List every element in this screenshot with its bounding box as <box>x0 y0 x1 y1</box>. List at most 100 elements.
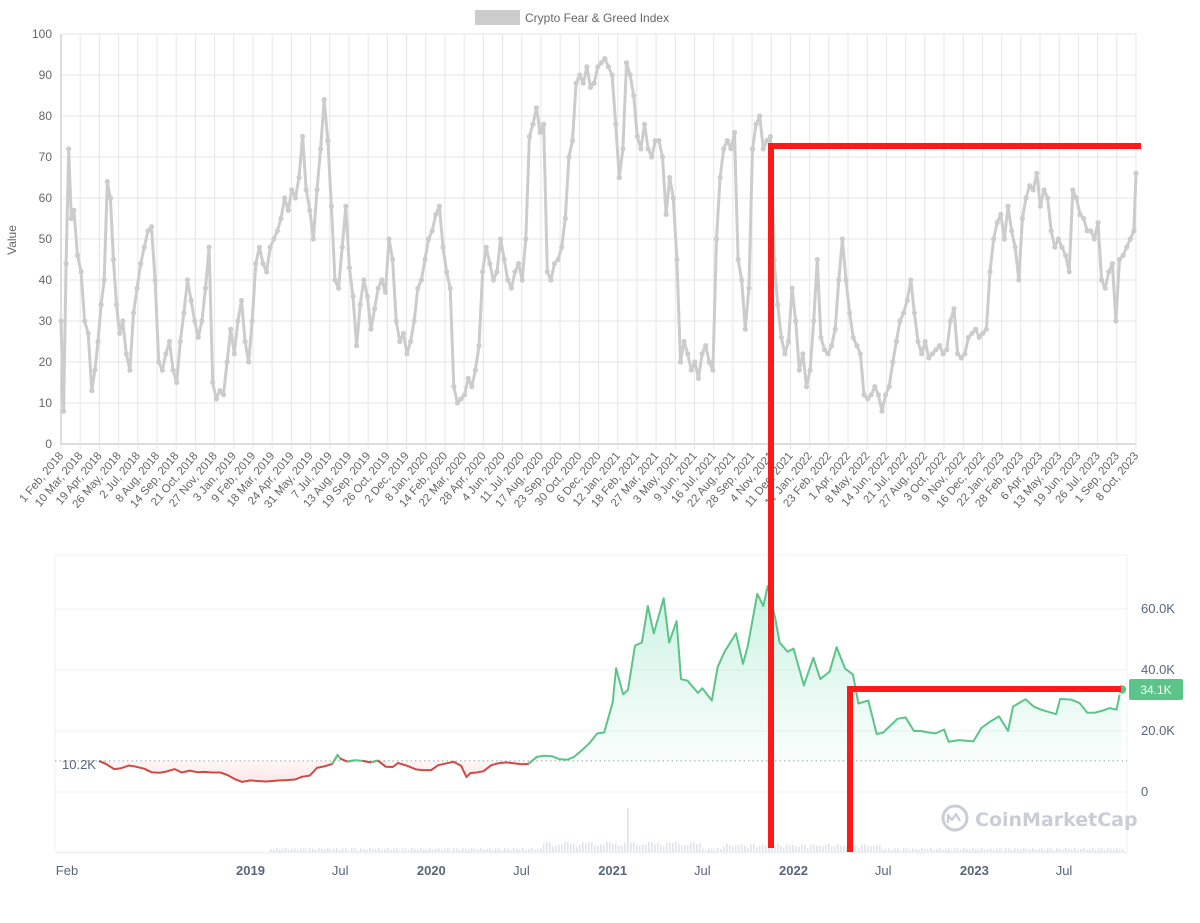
volume-bar <box>915 848 917 852</box>
current-price-badge[interactable]: 34.1K <box>1129 679 1183 700</box>
volume-bar <box>1005 848 1007 852</box>
volume-bar <box>765 845 767 852</box>
volume-bar <box>441 850 443 852</box>
fear-greed-point <box>944 347 950 353</box>
fear-greed-point <box>429 228 435 234</box>
btc-x-tick-label: Jul <box>332 863 349 878</box>
volume-bar <box>585 843 587 852</box>
fear-greed-point <box>321 97 327 103</box>
fear-greed-point <box>195 334 201 340</box>
volume-bar <box>285 848 287 852</box>
fear-greed-point <box>300 133 306 140</box>
volume-bar <box>1026 849 1028 852</box>
fear-greed-point <box>735 256 741 263</box>
fear-greed-point <box>573 80 579 86</box>
fear-greed-point <box>1037 203 1043 209</box>
volume-bar <box>951 850 953 852</box>
volume-bar <box>909 850 911 852</box>
volume-bar <box>630 842 632 852</box>
fear-greed-point <box>379 277 385 283</box>
volume-bar <box>999 848 1001 852</box>
fear-greed-point <box>562 215 568 222</box>
fear-greed-point <box>854 343 860 349</box>
fear-greed-point <box>408 338 414 345</box>
volume-bar <box>303 848 305 852</box>
fear-greed-point <box>490 277 496 283</box>
fear-greed-point <box>138 261 144 267</box>
fear-greed-point <box>775 302 781 308</box>
volume-bar <box>1119 848 1121 852</box>
fear-greed-point <box>494 269 500 275</box>
volume-bar <box>432 849 434 852</box>
fear-greed-point <box>433 211 439 217</box>
fear-greed-point <box>397 338 403 345</box>
fear-greed-point <box>386 236 392 242</box>
volume-bar <box>351 848 353 852</box>
volume-bar <box>549 842 551 852</box>
volume-bar <box>927 849 929 852</box>
volume-bar <box>918 849 920 852</box>
fear-greed-point <box>390 256 396 263</box>
volume-bar <box>381 849 383 852</box>
fear-greed-point <box>58 318 64 324</box>
volume-bar <box>894 848 896 852</box>
volume-bar <box>501 850 503 852</box>
fear-greed-y-ticks: 0 10 20 30 40 50 60 70 80 90 100 <box>32 27 52 451</box>
fear-greed-point <box>814 256 820 263</box>
fear-greed-point <box>764 138 770 144</box>
volume-bar <box>756 847 758 852</box>
volume-bar <box>525 849 527 852</box>
fear-greed-point <box>839 236 846 242</box>
volume-bar <box>654 844 656 852</box>
fear-greed-point <box>1019 215 1025 222</box>
volume-bar <box>1038 848 1040 852</box>
volume-bar <box>282 848 284 852</box>
fear-greed-point <box>98 302 104 308</box>
btc-x-ticks: Feb 2019 Jul 2020 Jul 2021 Jul 2022 Jul 2023 Jul <box>56 863 1073 878</box>
volume-bar <box>1068 848 1070 852</box>
fear-greed-point <box>541 121 547 127</box>
fear-greed-point <box>170 367 176 373</box>
volume-bar <box>720 849 722 852</box>
volume-bar <box>912 848 914 852</box>
btc-price-area <box>98 585 1122 783</box>
fear-greed-point <box>123 351 129 357</box>
fear-greed-point <box>1016 277 1022 283</box>
volume-bar <box>996 848 998 852</box>
volume-bar <box>882 849 884 852</box>
fear-greed-point <box>717 174 723 181</box>
fear-greed-point <box>652 138 658 144</box>
fear-greed-point <box>911 310 918 316</box>
fear-greed-point <box>893 338 900 345</box>
fear-greed-point <box>663 211 669 217</box>
fear-greed-point <box>872 384 878 390</box>
volume-bar <box>465 848 467 852</box>
volume-bar <box>864 844 866 852</box>
volume-bar <box>1104 850 1106 852</box>
fear-greed-point <box>677 359 684 365</box>
fear-greed-point <box>1073 195 1079 201</box>
fear-greed-point <box>965 334 972 340</box>
fear-greed-point <box>670 195 676 201</box>
coinmarketcap-logo-icon <box>941 804 969 832</box>
fear-greed-point <box>598 60 604 66</box>
fear-greed-point <box>631 92 637 99</box>
fear-greed-point <box>71 207 77 213</box>
volume-bar <box>807 848 809 852</box>
volume-bar <box>636 844 638 852</box>
volume-bar <box>492 850 494 852</box>
volume-bar <box>423 849 425 852</box>
volume-bar <box>462 848 464 852</box>
fear-greed-point <box>271 236 277 242</box>
fear-greed-legend[interactable]: Crypto Fear & Greed Index <box>475 10 669 25</box>
volume-bar <box>885 848 887 852</box>
volume-bar <box>516 848 518 852</box>
volume-bar <box>642 844 644 852</box>
volume-bar <box>825 844 827 852</box>
fear-greed-point <box>228 326 234 332</box>
fear-greed-point <box>933 347 939 353</box>
volume-bar <box>888 848 890 852</box>
volume-bar <box>870 846 872 852</box>
fear-greed-point <box>375 285 381 291</box>
fear-greed-point <box>667 174 673 181</box>
